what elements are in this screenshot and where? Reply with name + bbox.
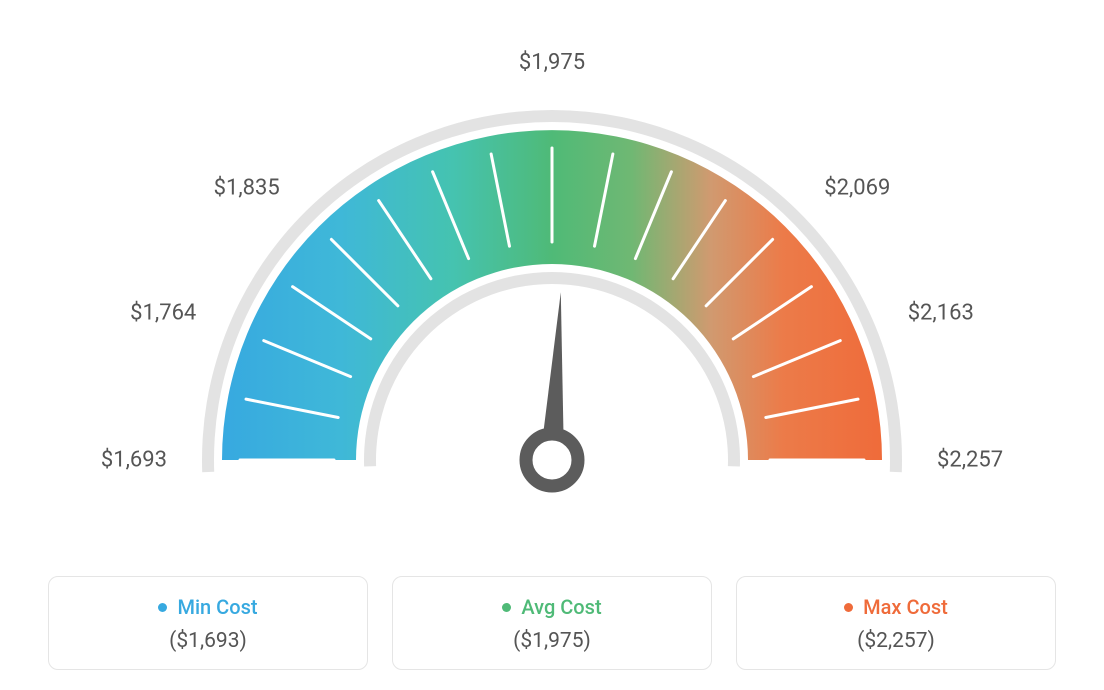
gauge-tick-label: $2,069 [824,175,890,200]
legend-value-avg: ($1,975) [403,629,701,653]
legend-title-max: Max Cost [844,595,948,619]
gauge-tick-label: $1,693 [101,448,167,473]
gauge-chart: $1,693 $1,764 $1,835 $1,975 $2,069 $2,163 $2,2… [0,0,1104,560]
gauge-svg [172,30,932,530]
legend-card-avg: Avg Cost ($1,975) [392,576,712,670]
legend-card-min: Min Cost ($1,693) [48,576,368,670]
gauge-tick-label: $1,835 [214,175,280,200]
gauge-tick-label: $2,257 [937,448,1003,473]
legend-title-avg: Avg Cost [502,595,601,619]
legend-title-min: Min Cost [158,595,257,619]
legend-title-max-text: Max Cost [863,595,948,619]
gauge-tick-label: $1,764 [130,300,196,325]
legend-title-avg-text: Avg Cost [521,595,601,619]
legend-value-max: ($2,257) [747,629,1045,653]
legend-row: Min Cost ($1,693) Avg Cost ($1,975) Max … [0,576,1104,670]
legend-card-max: Max Cost ($2,257) [736,576,1056,670]
gauge-tick-label: $1,975 [519,50,585,75]
legend-value-min: ($1,693) [59,629,357,653]
legend-title-min-text: Min Cost [177,595,257,619]
gauge-tick-label: $2,163 [908,300,974,325]
